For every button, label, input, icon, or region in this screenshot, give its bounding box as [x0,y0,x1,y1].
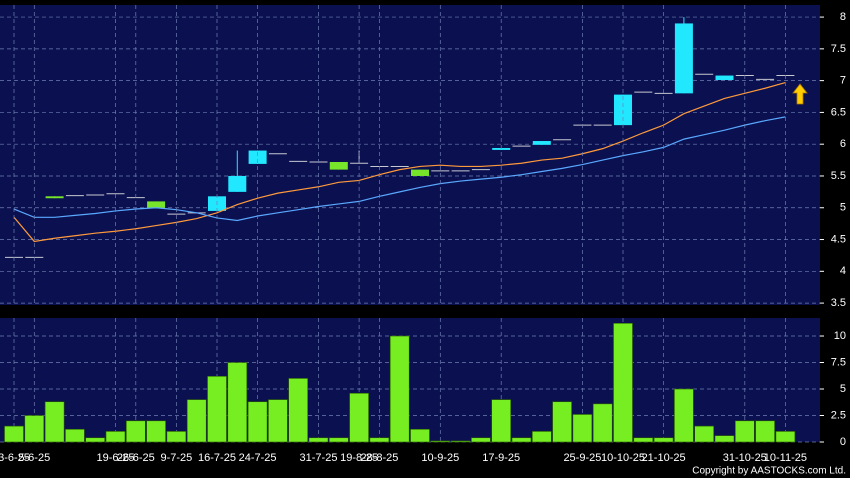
volume-bar [268,399,288,443]
volume-bar [207,375,227,443]
candle-body [715,75,734,80]
volume-bar [105,431,126,443]
volume-bar [85,437,105,443]
x-tick-label: 31-10-25 [723,452,767,464]
x-tick-label: 19-6-25 [97,452,135,464]
x-tick-label: 25-9-25 [563,452,601,464]
volume-bar [714,435,735,443]
x-tick-label: 10-10-25 [601,452,645,464]
volume-bar [592,403,613,443]
volume-bar [694,425,715,443]
volume-bar [450,440,471,443]
volume-bar [613,322,633,443]
y-tick-label: 5 [840,202,846,214]
candle-body [411,169,429,176]
volume-bar [775,431,796,443]
moving-average-line [13,81,786,243]
x-tick-label: 28-8-25 [360,452,398,464]
candle-body [532,141,551,145]
x-tick-label: 5-6-25 [18,452,50,464]
volume-bar [65,428,85,443]
volume-bar [186,399,207,443]
volume-bar [369,437,390,443]
volume-bar [755,420,775,443]
y-tick-label: 5.5 [831,170,846,182]
candle-body [614,94,632,126]
y-tick-label: 5 [840,383,846,395]
candle-body [228,175,247,192]
candle-body [147,201,166,208]
x-tick-label: 19-8-25 [340,452,378,464]
volume-bar [389,335,410,443]
candle-body [45,196,64,199]
volume-bar [653,437,674,443]
y-tick-label: 7 [840,75,846,87]
x-tick-label: 9-7-25 [161,452,193,464]
price-panel [0,5,820,305]
volume-bar [552,401,572,443]
volume-bar [572,414,593,443]
volume-bar [288,378,309,443]
volume-bar [146,420,166,443]
volume-panel [0,318,820,442]
x-tick-label: 26-6-25 [117,452,155,464]
y-tick-label: 0 [840,436,846,448]
x-tick-label: 10-9-25 [421,452,459,464]
volume-bar [674,388,694,443]
candle-body [329,161,348,170]
x-tick-label: 17-9-25 [482,452,520,464]
y-tick-label: 6.5 [831,106,846,118]
volume-bar [247,401,268,443]
volume-bar [491,399,512,443]
volume-bar [430,440,451,443]
x-tick-label: 21-10-25 [642,452,686,464]
volume-bar [734,420,755,443]
volume-bar [471,437,491,443]
plot-layer: 3.5 4 4.5 5 5.5 6 6.5 7 7.5 8 0 2.5 5 7.5 10 3-6-255-6-… [0,5,846,464]
candle-body [674,23,693,94]
x-tick-label: 31-7-25 [300,452,338,464]
x-tick-label: 24-7-25 [239,452,277,464]
volume-bar [328,437,349,443]
volume-bar [126,420,146,443]
x-tick-label: 3-6-25 [0,452,30,464]
y-tick-label: 6 [840,138,846,150]
volume-bar [633,437,654,443]
moving-average-line [13,116,786,222]
copyright: Copyright by AASTOCKS.com Ltd. [692,466,846,477]
x-tick-label: 16-7-25 [198,452,236,464]
y-tick-label: 10 [834,330,846,342]
volume-bar [44,401,65,443]
volume-bar [349,392,369,443]
volume-bar [4,425,24,443]
volume-bar [308,437,329,443]
y-tick-label: 8 [840,11,846,23]
arrow-icon [792,83,808,105]
volume-bar [410,428,430,443]
y-tick-label: 7.5 [831,43,846,55]
volume-bar [531,431,552,443]
y-tick-label: 4 [840,265,846,277]
volume-bar [166,431,187,443]
volume-bar [24,415,45,443]
candle-body [248,150,267,164]
volume-bar [227,362,248,443]
y-tick-label: 4.5 [831,233,846,245]
y-tick-label: 2.5 [831,409,846,421]
y-tick-label: 3.5 [831,297,846,309]
volume-bar [511,437,532,443]
y-tick-label: 7.5 [831,356,846,368]
x-tick-label: 10-11-25 [764,452,807,464]
